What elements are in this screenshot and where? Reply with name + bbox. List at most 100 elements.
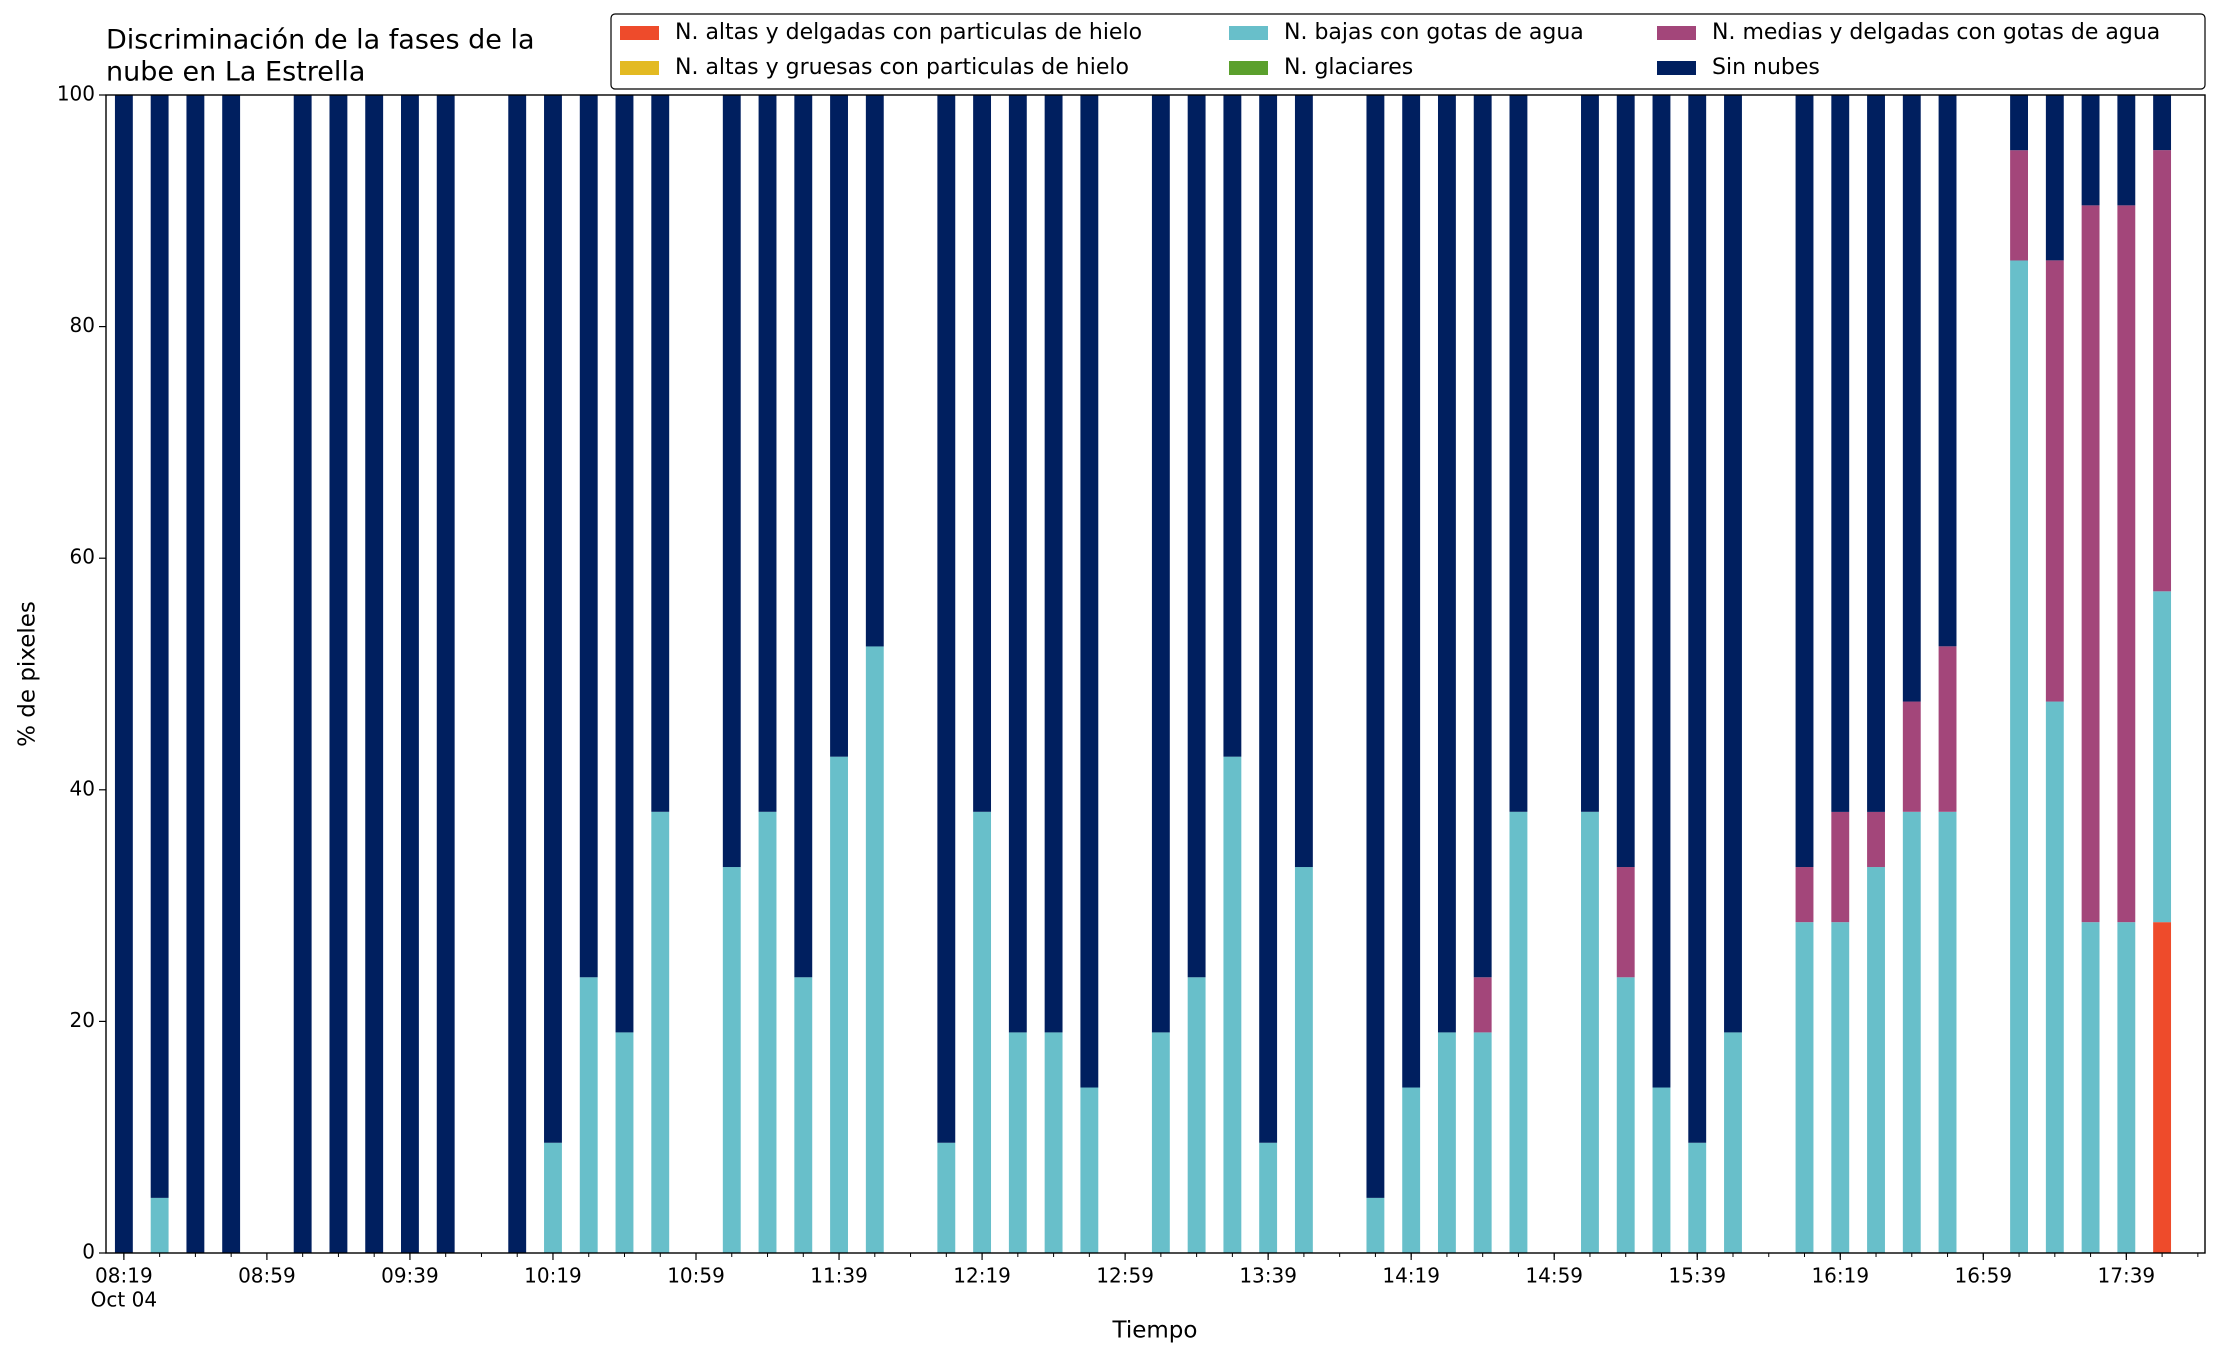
bar-segment — [1581, 811, 1599, 1253]
bar-segment — [579, 95, 598, 978]
bar-segment — [794, 95, 813, 978]
bar-segment — [1902, 95, 1921, 702]
bar-segment — [937, 95, 956, 1143]
bar-segment — [222, 95, 241, 1253]
bar-segment — [2153, 150, 2172, 592]
bar-segment — [2117, 95, 2136, 206]
bar-segment — [1831, 811, 1850, 923]
bar-segment — [1902, 811, 1921, 1253]
legend-swatch — [1229, 26, 1268, 40]
bar-segment — [1223, 95, 1242, 757]
bar-segment — [758, 95, 777, 812]
legend-label: N. glaciares — [1284, 55, 1413, 80]
bar-segment — [114, 95, 133, 1253]
bar-segment — [1151, 1032, 1170, 1253]
bar-segment — [1938, 646, 1957, 812]
y-tick-label: 100 — [57, 82, 95, 106]
bar-segment — [1259, 1142, 1278, 1253]
legend-label: N. altas y gruesas con particulas de hie… — [675, 55, 1129, 80]
bar-segment — [544, 1142, 562, 1253]
legend-swatch — [620, 26, 659, 40]
bar-segment — [2153, 922, 2172, 1253]
bar-segment — [150, 1197, 169, 1253]
bar-segment — [2010, 95, 2028, 151]
bar-segment — [1008, 1032, 1027, 1253]
bar-segment — [1008, 95, 1027, 1033]
bar-segment — [1938, 811, 1957, 1253]
bar-segment — [1437, 1032, 1456, 1253]
bar-segment — [2045, 94, 2064, 261]
chart-title: nube en La Estrella — [106, 57, 365, 88]
bar-segment — [973, 95, 992, 812]
bar-segment — [1652, 95, 1671, 1088]
bar-segment — [1831, 95, 1850, 812]
legend-swatch — [620, 61, 659, 75]
bar-segment — [579, 977, 598, 1253]
bar-segment — [2081, 95, 2100, 206]
x-tick-label: 13:39 — [1239, 1264, 1297, 1288]
bar-segment — [865, 95, 884, 647]
bar-segment — [651, 811, 670, 1253]
bar-segment — [365, 95, 384, 1253]
bar-segment — [1473, 1032, 1492, 1253]
x-tick-label: 17:39 — [2098, 1264, 2156, 1288]
legend-swatch — [1657, 26, 1696, 40]
x-tick-label: 11:39 — [810, 1264, 868, 1288]
bar-segment — [1187, 977, 1206, 1253]
bar-segment — [1616, 977, 1635, 1253]
bar-segment — [1259, 95, 1278, 1143]
y-tick-label: 0 — [82, 1240, 95, 1264]
bar-segment — [436, 95, 455, 1253]
bar-segment — [1616, 867, 1635, 978]
x-tick-label: 15:39 — [1668, 1264, 1726, 1288]
y-tick-label: 40 — [70, 776, 95, 800]
bar-segment — [544, 95, 562, 1143]
bar-segment — [1509, 811, 1528, 1253]
x-tick-label: 10:59 — [667, 1264, 725, 1288]
legend-swatch — [1229, 61, 1268, 75]
y-tick-label: 20 — [70, 1008, 95, 1032]
bar-segment — [615, 95, 634, 1033]
bar-segment — [1867, 95, 1885, 812]
bar-segment — [1223, 756, 1242, 1253]
x-tick-label: 16:59 — [1954, 1264, 2012, 1288]
bar-segment — [1044, 1032, 1063, 1253]
legend-swatch — [1657, 61, 1696, 75]
y-tick-label: 60 — [70, 545, 95, 569]
bar-segment — [1831, 922, 1850, 1253]
bar-segment — [2117, 205, 2136, 923]
legend-label: Sin nubes — [1712, 55, 1820, 80]
bar-segment — [722, 867, 741, 1253]
bar-segment — [1688, 1142, 1707, 1253]
x-tick-label: 14:19 — [1382, 1264, 1440, 1288]
bar-segment — [1509, 95, 1528, 812]
bar-segment — [1437, 95, 1456, 1033]
x-tick-label: 10:19 — [524, 1264, 582, 1288]
legend-box — [610, 13, 2206, 90]
bar-segment — [2010, 150, 2028, 261]
bar-segment — [186, 95, 205, 1253]
x-tick-label: 12:19 — [953, 1264, 1011, 1288]
bar-segment — [1724, 1032, 1742, 1253]
bar-segment — [937, 1142, 956, 1253]
bar-segment — [2010, 260, 2028, 1253]
legend-label: N. altas y delgadas con particulas de hi… — [675, 20, 1142, 45]
x-tick-label: 12:59 — [1096, 1264, 1154, 1288]
bar-segment — [1688, 95, 1707, 1143]
bar-segment — [1044, 95, 1063, 1033]
bar-segment — [1724, 95, 1742, 1033]
bar-segment — [1938, 94, 1957, 647]
bar-segment — [2117, 922, 2136, 1253]
bar-segment — [1080, 1087, 1099, 1253]
bar-segment — [1867, 811, 1885, 868]
x-tick-label: 08:59 — [238, 1264, 296, 1288]
bar-segment — [1795, 922, 1814, 1253]
y-tick-label: 80 — [70, 313, 95, 337]
bar-segment — [2081, 205, 2100, 923]
bar-segment — [758, 811, 777, 1253]
chart-title: Discriminación de la fases de la — [106, 25, 535, 56]
bar-segment — [2045, 701, 2064, 1253]
bar-segment — [615, 1032, 634, 1253]
